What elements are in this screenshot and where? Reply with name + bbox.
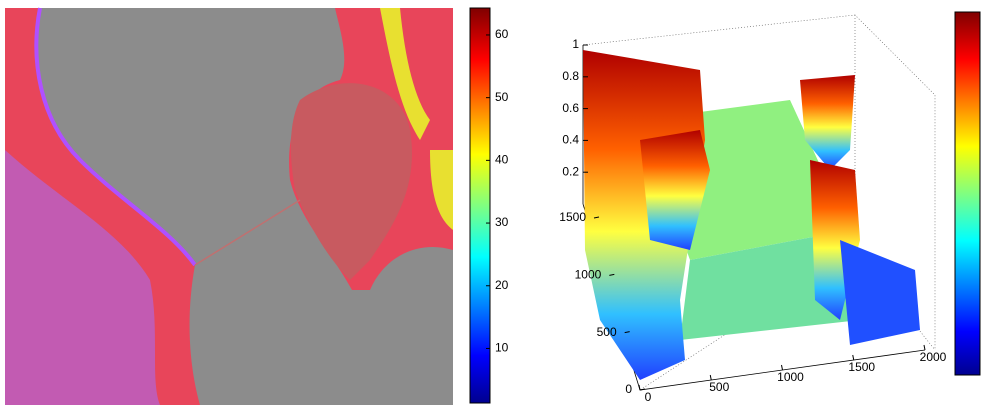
surface	[583, 50, 920, 380]
colorbar-tick-label: 50	[495, 90, 509, 104]
y-tick	[609, 273, 615, 276]
x-tick	[781, 364, 783, 371]
z-tick-label: 0.2	[562, 164, 579, 178]
colorbar-tick-label: 40	[495, 153, 509, 167]
satellite-image	[5, 7, 453, 405]
y-tick-label: 0	[625, 382, 632, 396]
x-tick-label: 2000	[920, 350, 947, 364]
x-tick	[852, 354, 855, 361]
y-tick	[624, 331, 630, 334]
colorbar-tick-label: 30	[495, 215, 509, 229]
z-tick-label: 0.8	[562, 69, 579, 83]
colorbar-tick-label: 60	[495, 27, 509, 41]
colorbar-tick-label: 10	[495, 341, 509, 355]
x-tick	[923, 344, 926, 351]
x-tick	[638, 384, 641, 391]
colorbar-tick-label: 20	[495, 278, 509, 292]
y-tick	[639, 388, 646, 391]
x-tick-label: 1000	[777, 370, 804, 384]
y-tick-label: 1500	[559, 210, 586, 224]
z-tick-label: 1	[572, 37, 579, 51]
y-tick-label: 500	[597, 325, 617, 339]
colorbar	[954, 11, 981, 376]
x-tick-label: 500	[709, 380, 729, 394]
z-tick-label: 0.6	[562, 101, 579, 115]
y-tick	[593, 216, 600, 219]
x-tick-label: 1500	[848, 360, 875, 374]
z-tick-label: 0.4	[562, 133, 579, 147]
y-tick-label: 1000	[575, 268, 602, 282]
colorbar	[469, 7, 491, 404]
x-tick-label: 0	[645, 390, 652, 404]
x-tick	[709, 374, 712, 381]
